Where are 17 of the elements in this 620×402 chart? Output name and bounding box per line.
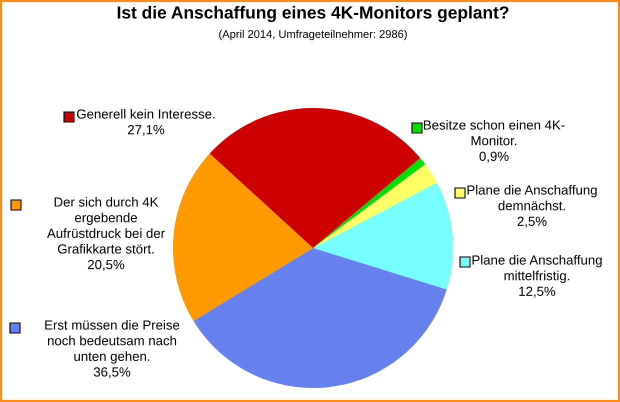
data-label: 2,5% xyxy=(518,216,547,228)
legend-label: Plane die Anschaffung mittelfristig. xyxy=(472,255,602,283)
data-label: 20,5% xyxy=(88,260,124,271)
legend-label: Besitze schon einen 4K- Monitor. xyxy=(424,120,565,146)
pie-slice xyxy=(313,182,453,290)
legend-label: Erst müssen die Preise noch bedeutsam nach unten gehen. xyxy=(45,320,180,364)
slice-label: Der sich durch 4K ergebende Aufrüstdruck bei der Grafikkarte stört. xyxy=(46,197,165,254)
pie-slice xyxy=(193,248,447,388)
legend-label: Plane die Anschaffung demnächst. xyxy=(468,185,597,210)
data-label: 27,1% xyxy=(128,124,164,136)
data-label: 12,5% xyxy=(519,286,556,298)
chart-subtitle: (April 2014, Umfrageteilnehmer: 2986) xyxy=(219,30,407,40)
pie-slice xyxy=(173,154,313,321)
chart-title: Ist die Anschaffung eines 4K-Monitors geplant? xyxy=(118,6,508,22)
data-label: 36,5% xyxy=(94,367,130,378)
legend-label: Generell kein Interesse. xyxy=(76,109,214,119)
data-label: 0,9% xyxy=(479,152,509,163)
